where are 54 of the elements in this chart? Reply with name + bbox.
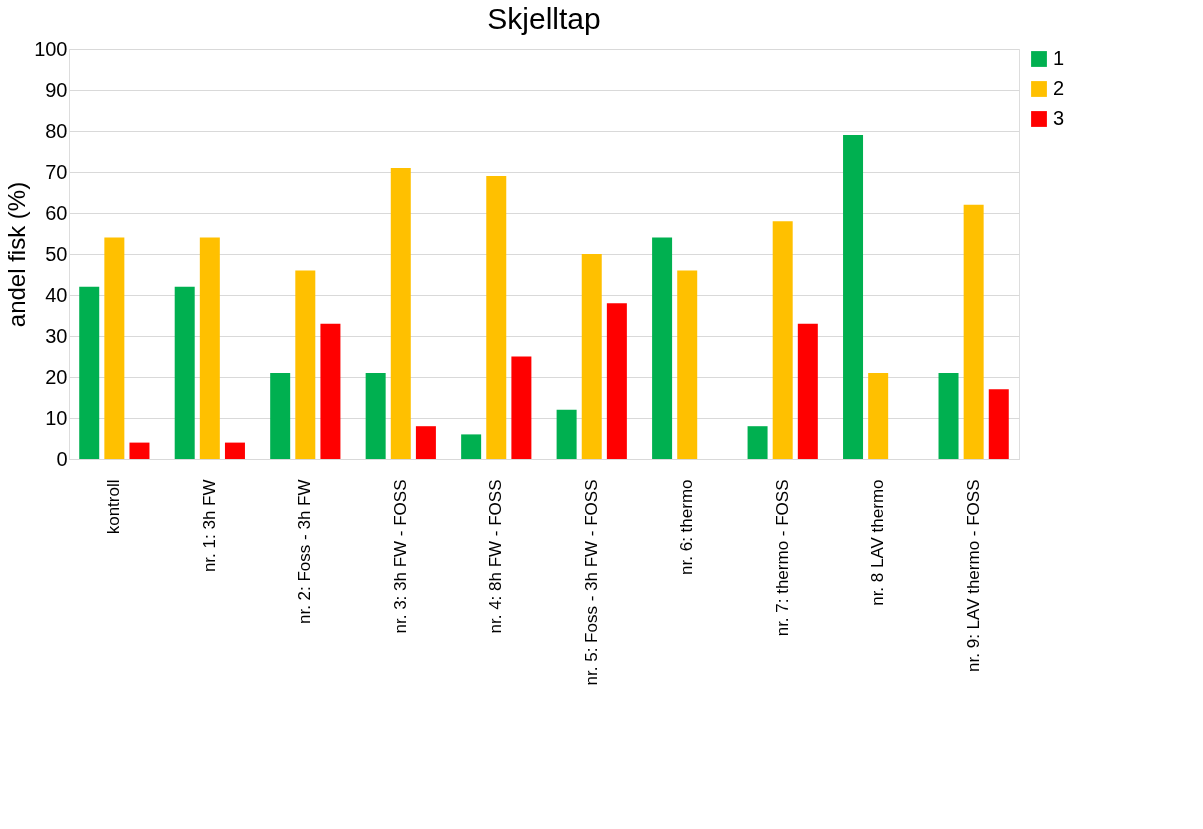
bar	[606, 303, 627, 459]
bar	[486, 176, 507, 459]
x-tick-label: nr. 7: thermo - FOSS	[772, 479, 792, 637]
x-tick-label: nr. 9: LAV thermo - FOSS	[963, 479, 983, 672]
chart-title: Skjelltap	[487, 2, 601, 35]
bar	[320, 323, 341, 459]
bar	[843, 135, 864, 459]
bar	[295, 270, 316, 459]
bar	[797, 323, 818, 459]
bar	[174, 286, 195, 459]
bar	[511, 356, 532, 459]
x-tick-label: nr. 1: 3h FW	[199, 479, 219, 573]
bar	[199, 237, 220, 459]
legend-label: 3	[1053, 107, 1065, 129]
bar	[224, 442, 245, 459]
x-tick-label: nr. 3: 3h FW - FOSS	[390, 479, 410, 634]
y-tick-label: 100	[34, 37, 68, 60]
x-tick-label: nr. 4: 8h FW - FOSS	[486, 479, 506, 634]
y-tick-label: 0	[56, 447, 68, 470]
bar	[461, 434, 482, 459]
bar	[938, 372, 959, 459]
bar	[988, 389, 1009, 459]
y-tick-label: 10	[45, 406, 68, 429]
x-tick-label: nr. 5: Foss - 3h FW - FOSS	[581, 479, 601, 686]
y-tick-label: 70	[45, 160, 68, 183]
bar	[963, 204, 984, 459]
y-tick-label: 30	[45, 324, 68, 347]
bar	[677, 270, 698, 459]
bar	[270, 372, 291, 459]
y-tick-label: 50	[45, 242, 68, 265]
y-tick-label: 80	[45, 119, 68, 142]
y-tick-label: 20	[45, 365, 68, 388]
legend-label: 2	[1053, 77, 1065, 99]
y-tick-label: 90	[45, 78, 68, 101]
legend-label: 1	[1053, 47, 1065, 69]
bar	[747, 426, 768, 459]
bar	[415, 426, 436, 459]
bar	[129, 442, 150, 459]
x-tick-label: nr. 2: Foss - 3h FW	[295, 479, 315, 625]
bar	[868, 372, 889, 459]
bar	[390, 167, 411, 459]
y-tick-label: 40	[45, 283, 68, 306]
bar	[79, 286, 100, 459]
x-tick-label: kontroll	[104, 479, 124, 535]
y-tick-label: 60	[45, 201, 68, 224]
y-axis-title: andel fisk (%)	[3, 181, 31, 328]
bar	[772, 221, 793, 459]
bar	[104, 237, 125, 459]
bar	[652, 237, 673, 459]
bar	[365, 372, 386, 459]
bar	[556, 409, 577, 459]
x-tick-label: nr. 8 LAV thermo	[868, 479, 888, 606]
bar	[581, 254, 602, 459]
x-tick-label: nr. 6: thermo	[677, 479, 697, 575]
